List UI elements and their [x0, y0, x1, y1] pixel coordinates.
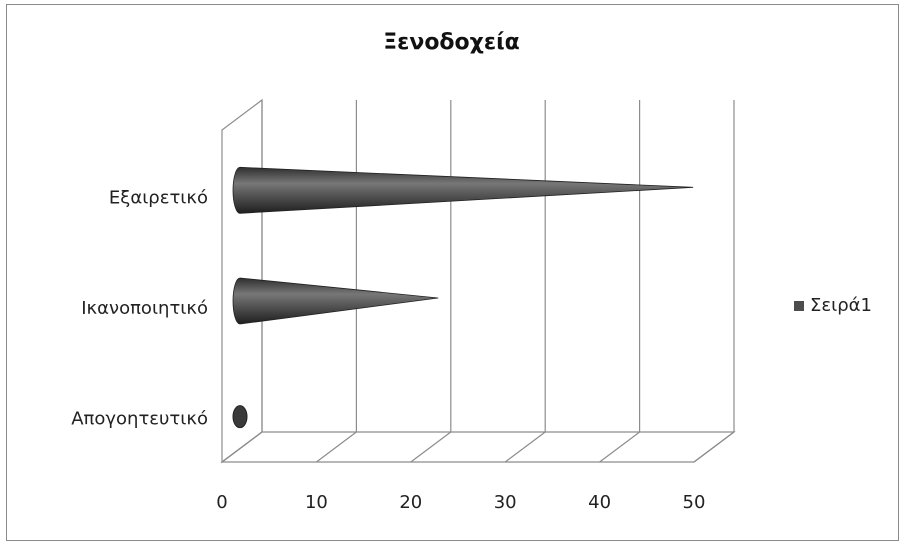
category-label: Ικανοποιητικό — [81, 298, 208, 319]
x-tick-label: 50 — [683, 492, 706, 513]
floor-gridline — [693, 431, 735, 463]
chart-frame — [6, 4, 899, 541]
x-tick-label: 20 — [399, 492, 422, 513]
category-label: Απογοητευτικό — [71, 409, 208, 430]
bar-cone — [232, 277, 439, 325]
bar-cone — [232, 166, 694, 214]
x-tick-label: 0 — [216, 492, 227, 513]
x-tick-label: 10 — [305, 492, 328, 513]
floor-gridline — [221, 431, 263, 463]
floor-gridline — [504, 431, 546, 463]
category-label: Εξαιρετικό — [109, 187, 208, 208]
x-tick-label: 30 — [494, 492, 517, 513]
x-tick-label: 40 — [588, 492, 611, 513]
floor-gridline — [316, 431, 357, 463]
floor-gridline — [599, 431, 640, 463]
floor — [220, 431, 736, 463]
bar-cone — [232, 405, 248, 429]
legend-swatch — [794, 300, 804, 311]
floor-gridline — [410, 431, 452, 463]
chart-title: Ξενοδοχεία — [383, 30, 520, 55]
legend-label: Σειρά1 — [810, 295, 872, 316]
legend: Σειρά1 — [794, 295, 872, 316]
